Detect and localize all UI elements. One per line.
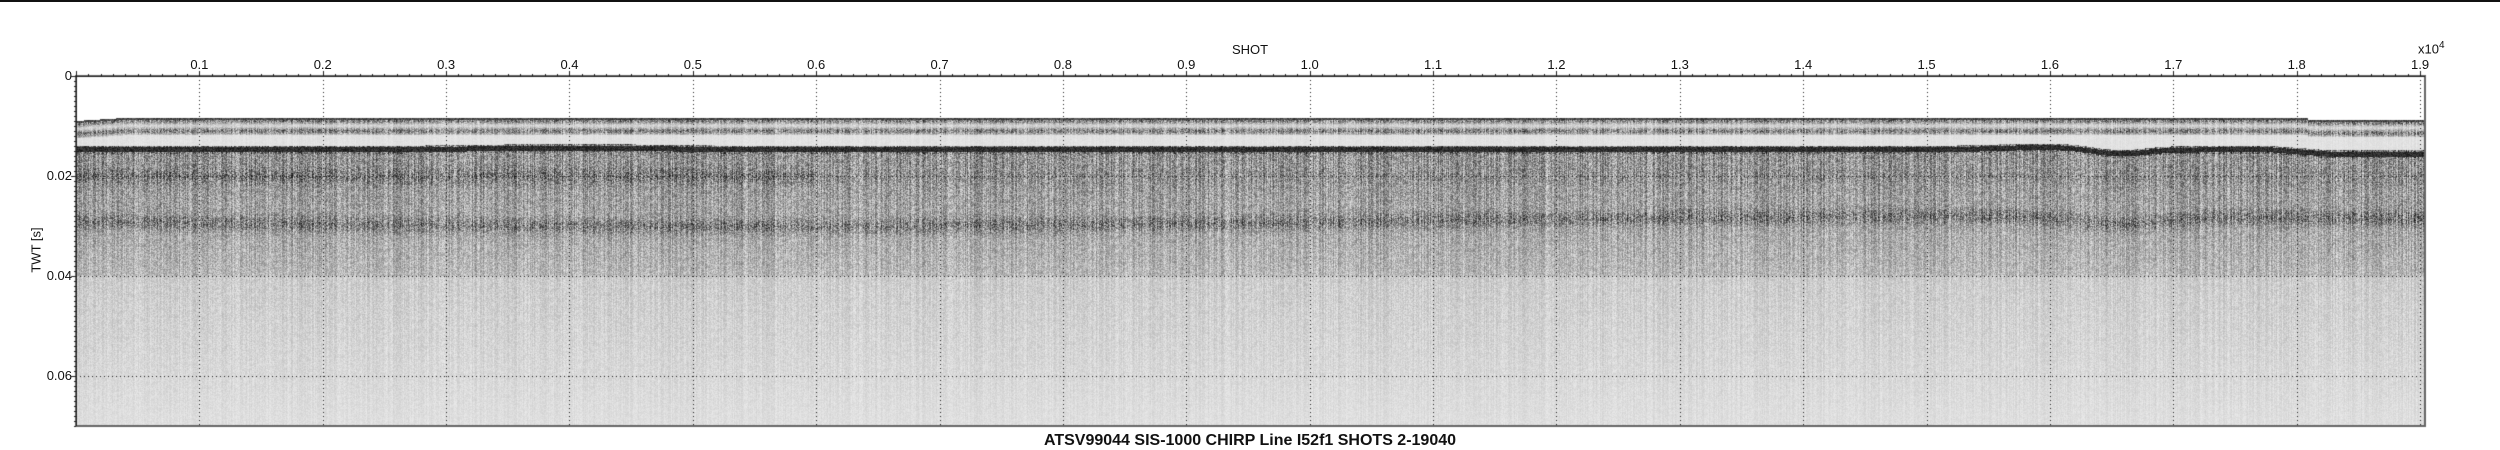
y-tick-label: 0.04	[46, 268, 72, 283]
x-tick-label: 1.6	[2040, 57, 2059, 72]
x-tick-label: 0.4	[560, 57, 579, 72]
x-axis-multiplier: x104	[2418, 40, 2445, 56]
x-tick-label: 1.2	[1547, 57, 1566, 72]
x-tick-label: 1.5	[1917, 57, 1936, 72]
x-tick-label: 0.2	[313, 57, 332, 72]
x-tick-label: 0.5	[683, 57, 702, 72]
x-tick-label: 0.6	[807, 57, 826, 72]
x-tick-label: 1.7	[2164, 57, 2183, 72]
x-tick-label: 1.3	[1670, 57, 1689, 72]
x-tick-label: 1.0	[1300, 57, 1319, 72]
x-tick-label: 0.7	[930, 57, 949, 72]
y-tick-label: 0.06	[46, 368, 72, 383]
x-axis-label: SHOT	[1231, 42, 1269, 57]
x-tick-label: 1.8	[2287, 57, 2306, 72]
x-multiplier-base: x10	[2418, 41, 2439, 57]
x-tick-label: 0.3	[437, 57, 456, 72]
x-tick-label: 1.9	[2411, 57, 2430, 72]
x-tick-label: 0.9	[1177, 57, 1196, 72]
y-tick-label: 0.02	[46, 168, 72, 183]
x-tick-label: 0.8	[1053, 57, 1073, 72]
y-axis-label: TWT [s]	[28, 227, 44, 273]
y-tick-label: 0	[64, 68, 72, 83]
x-multiplier-exponent: 4	[2438, 40, 2445, 51]
chart-title: ATSV99044 SIS-1000 CHIRP Line I52f1 SHOT…	[1043, 432, 1457, 449]
x-tick-label: 0.1	[190, 57, 209, 72]
x-tick-label: 1.1	[1424, 57, 1443, 72]
x-tick-label: 1.4	[1794, 57, 1813, 72]
